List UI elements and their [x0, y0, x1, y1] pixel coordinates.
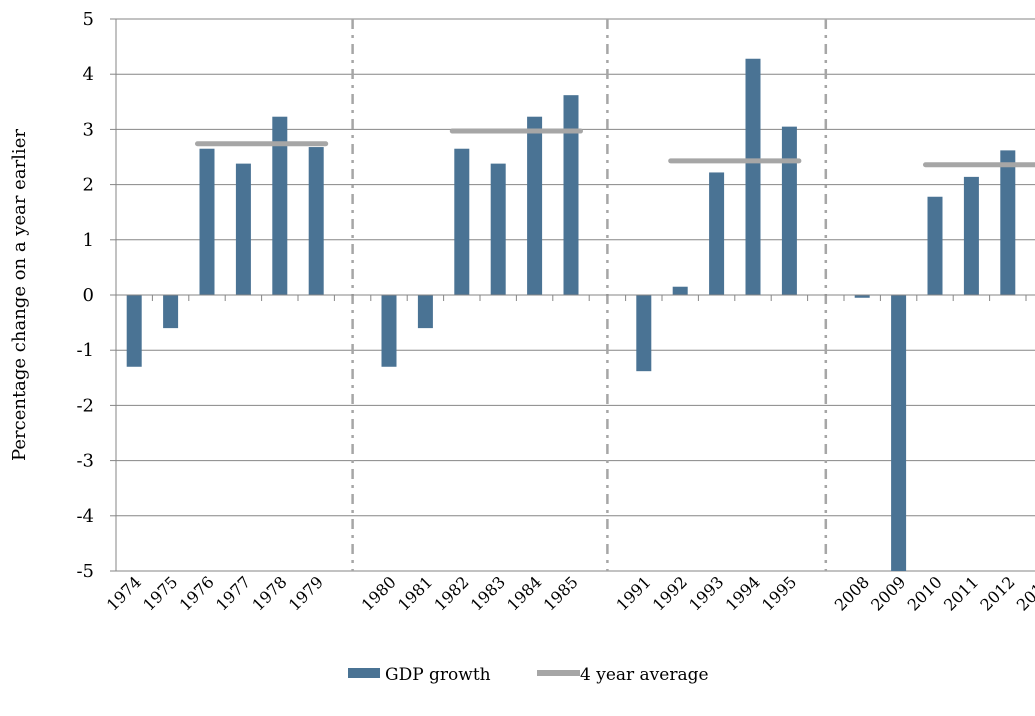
x-tick-label: 1984: [503, 572, 545, 614]
bar-1975: [163, 295, 179, 329]
y-axis-title: Percentage change on a year earlier: [9, 129, 30, 461]
bar-2011: [963, 176, 979, 295]
bar-1979: [308, 147, 324, 295]
average-lines: [195, 128, 1035, 168]
x-tick-label: 1980: [358, 572, 400, 614]
x-tick-label: 1978: [248, 572, 290, 614]
bar-1994: [745, 58, 761, 295]
y-tick-label: 3: [83, 119, 94, 140]
x-tick-label: 2012: [976, 572, 1018, 614]
legend-label-4-year-average: 4 year average: [580, 665, 709, 685]
bar-1978: [272, 116, 288, 295]
x-tick-label: 1995: [758, 572, 800, 614]
bar-2010: [927, 196, 943, 295]
bar-1991: [636, 295, 652, 372]
bar-1981: [417, 295, 433, 329]
bar-1980: [381, 295, 397, 367]
bar-1992: [672, 286, 688, 295]
x-tick-label: 1983: [467, 572, 509, 614]
y-axis-ticks: -5 -4 -3 -2 -1 0 1 2 3 4 5: [76, 9, 94, 582]
bars: [126, 58, 1016, 571]
x-tick-label: 2010: [904, 572, 946, 614]
x-tick-label: 1985: [540, 572, 582, 614]
x-tick-label: 1982: [430, 572, 472, 614]
bar-2008: [854, 295, 870, 298]
x-tick-label: 1981: [394, 572, 436, 614]
bar-2012: [1000, 150, 1016, 295]
x-tick-label: 2011: [940, 572, 982, 614]
x-tick-label: 1979: [285, 572, 327, 614]
bar-1976: [199, 148, 215, 295]
x-tick-label: 2013: [1013, 572, 1035, 614]
bar-1974: [126, 295, 142, 367]
bar-1995: [781, 126, 797, 295]
x-tick-label: 1993: [685, 572, 727, 614]
x-tick-label: 2008: [831, 572, 873, 614]
y-tick-label: -2: [76, 395, 94, 416]
y-tick-label: 1: [83, 230, 94, 251]
x-tick-label: 1977: [212, 572, 254, 614]
y-tick-label: -3: [76, 451, 94, 472]
bar-1984: [527, 116, 543, 295]
y-tick-label: -1: [76, 340, 94, 361]
x-tick-label: 1975: [139, 572, 181, 614]
bar-1982: [454, 148, 470, 295]
x-tick-label: 1991: [612, 572, 654, 614]
legend: GDP growth 4 year average: [348, 665, 709, 685]
x-tick-label: 1974: [103, 572, 145, 614]
bar-1983: [490, 163, 506, 295]
x-tick-label: 1994: [722, 572, 764, 614]
bar-1977: [235, 163, 251, 295]
y-tick-label: 4: [83, 64, 94, 85]
bar-2009: [891, 295, 907, 571]
y-tick-label: -4: [76, 506, 94, 527]
y-tick-label: -5: [76, 561, 94, 582]
y-tick-label: 5: [83, 9, 94, 30]
legend-swatch-gdp-growth: [348, 668, 380, 678]
axes: [110, 18, 1035, 572]
x-tick-label: 2009: [867, 572, 909, 614]
y-tick-label: 2: [83, 175, 94, 196]
x-tick-label: 1992: [649, 572, 691, 614]
legend-label-gdp-growth: GDP growth: [385, 665, 491, 685]
bar-1985: [563, 95, 579, 296]
y-tick-label: 0: [83, 285, 94, 306]
bar-1993: [709, 172, 725, 295]
x-tick-label: 1976: [176, 572, 218, 614]
